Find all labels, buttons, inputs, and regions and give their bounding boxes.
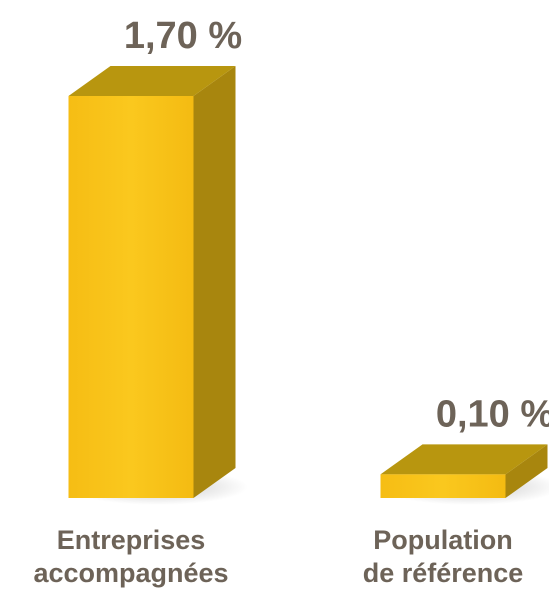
bar-top-face — [380, 444, 548, 475]
bar-side-face — [193, 66, 236, 498]
category-label-line: accompagnées — [33, 558, 228, 588]
bar-front-face — [380, 474, 506, 498]
category-label-line: Population — [373, 525, 512, 555]
bar-top-face — [68, 66, 236, 96]
bar-2 — [380, 444, 549, 505]
category-label-line: de référence — [363, 558, 524, 588]
bar-side-face — [505, 444, 548, 498]
bar-front-face — [68, 96, 194, 498]
bar-1 — [68, 66, 248, 505]
value-label-1: 1,70 % — [124, 15, 242, 57]
category-label-line: Entreprises — [57, 525, 206, 555]
value-label-2: 0,10 % — [436, 393, 549, 435]
bars-layer — [68, 66, 549, 505]
